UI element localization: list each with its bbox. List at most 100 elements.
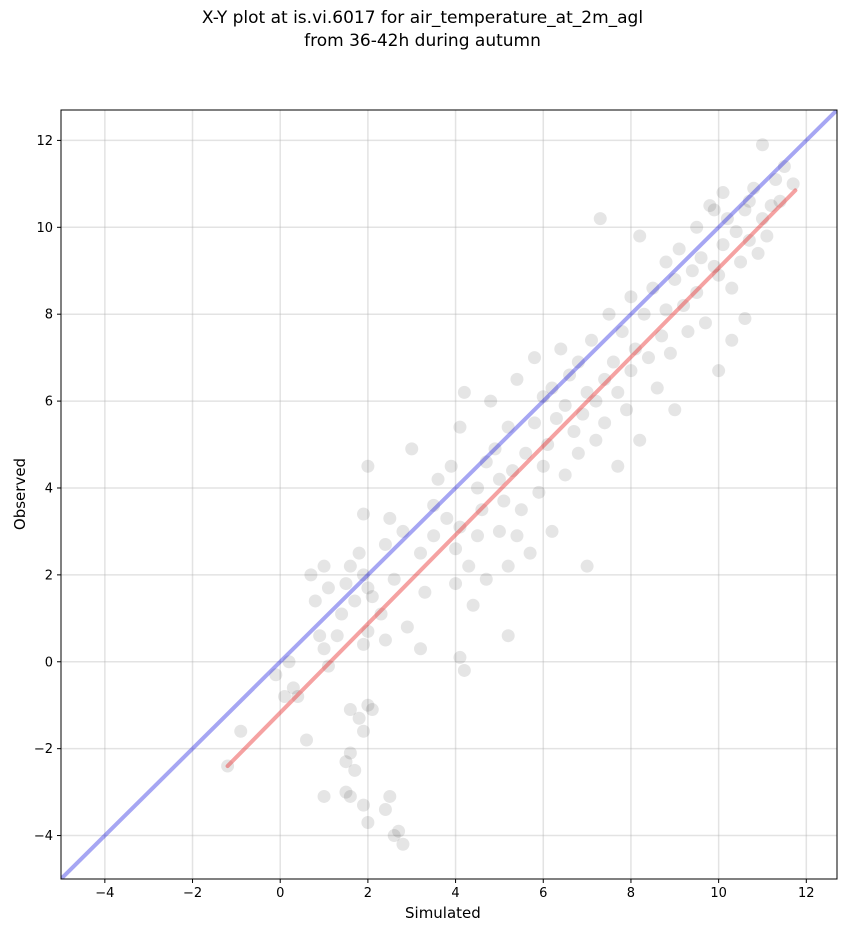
data-point — [777, 159, 791, 173]
data-point — [690, 220, 704, 234]
data-point — [234, 724, 248, 738]
data-point — [484, 394, 498, 408]
data-point — [668, 403, 682, 417]
data-point — [291, 690, 305, 704]
data-point — [571, 355, 585, 369]
reference-lines — [61, 110, 837, 879]
data-point — [690, 285, 704, 299]
data-point — [361, 624, 375, 638]
data-point — [269, 668, 283, 682]
data-point — [707, 203, 721, 217]
data-point — [378, 537, 392, 551]
data-point — [738, 203, 752, 217]
data-point — [584, 333, 598, 347]
data-point — [317, 789, 331, 803]
data-point — [703, 199, 717, 213]
data-point — [725, 333, 739, 347]
data-point — [308, 594, 322, 608]
y-tick-label: −2 — [34, 742, 53, 757]
data-point — [716, 238, 730, 252]
data-point — [637, 307, 651, 321]
data-point — [589, 433, 603, 447]
data-point — [339, 755, 353, 769]
x-tick-label: 4 — [451, 886, 459, 901]
data-point — [598, 416, 612, 430]
data-point — [532, 485, 546, 499]
y-tick-label: 0 — [45, 655, 53, 670]
data-point — [527, 351, 541, 365]
data-point — [720, 212, 734, 226]
x-tick-label: 6 — [539, 886, 547, 901]
data-point — [396, 837, 410, 851]
y-tick-label: 6 — [45, 395, 53, 410]
y-axis-label: Observed — [11, 457, 29, 531]
data-point — [361, 698, 375, 712]
data-point — [365, 590, 379, 604]
data-point — [681, 325, 695, 339]
data-point — [751, 246, 765, 260]
data-point — [361, 459, 375, 473]
data-point — [624, 364, 638, 378]
data-point — [677, 299, 691, 313]
data-point — [554, 342, 568, 356]
data-point — [764, 199, 778, 213]
data-point — [506, 464, 520, 478]
data-point — [549, 411, 563, 425]
data-point — [427, 529, 441, 543]
data-point — [773, 194, 787, 208]
data-point — [282, 655, 296, 669]
data-point — [497, 494, 511, 508]
data-point — [576, 407, 590, 421]
data-point — [343, 559, 357, 573]
data-point — [563, 368, 577, 382]
data-point — [514, 503, 528, 517]
data-point — [321, 659, 335, 673]
data-point — [545, 524, 559, 538]
y-tick-label: 8 — [45, 308, 53, 323]
data-point — [383, 789, 397, 803]
data-point — [742, 194, 756, 208]
data-point — [536, 390, 550, 404]
data-point — [427, 498, 441, 512]
data-point — [339, 785, 353, 799]
data-point — [707, 259, 721, 273]
x-tick-label: 12 — [798, 886, 815, 901]
data-point — [396, 524, 410, 538]
data-point — [602, 307, 616, 321]
data-point — [453, 650, 467, 664]
data-point — [567, 425, 581, 439]
data-point — [620, 403, 634, 417]
data-point — [606, 355, 620, 369]
data-point — [633, 433, 647, 447]
data-point — [321, 581, 335, 595]
grid-lines — [61, 110, 837, 879]
data-point — [300, 733, 314, 747]
data-point — [663, 346, 677, 360]
data-point — [317, 559, 331, 573]
chart-title: X-Y plot at is.vi.6017 for air_temperatu… — [201, 8, 644, 28]
data-point — [668, 272, 682, 286]
data-point — [221, 759, 235, 773]
data-point — [357, 724, 371, 738]
data-point — [313, 629, 327, 643]
data-point — [659, 255, 673, 269]
data-point — [580, 385, 594, 399]
data-point — [685, 264, 699, 278]
data-point — [414, 546, 428, 560]
data-point — [519, 446, 533, 460]
scatter-points — [221, 138, 800, 851]
data-point — [628, 342, 642, 356]
data-point — [755, 138, 769, 152]
data-point — [615, 325, 629, 339]
data-point — [492, 472, 506, 486]
data-point — [343, 789, 357, 803]
data-point — [278, 690, 292, 704]
data-point — [755, 212, 769, 226]
data-point — [501, 420, 515, 434]
data-point — [365, 703, 379, 717]
data-point — [624, 290, 638, 304]
data-point — [330, 629, 344, 643]
data-point — [650, 381, 664, 395]
data-point — [738, 312, 752, 326]
